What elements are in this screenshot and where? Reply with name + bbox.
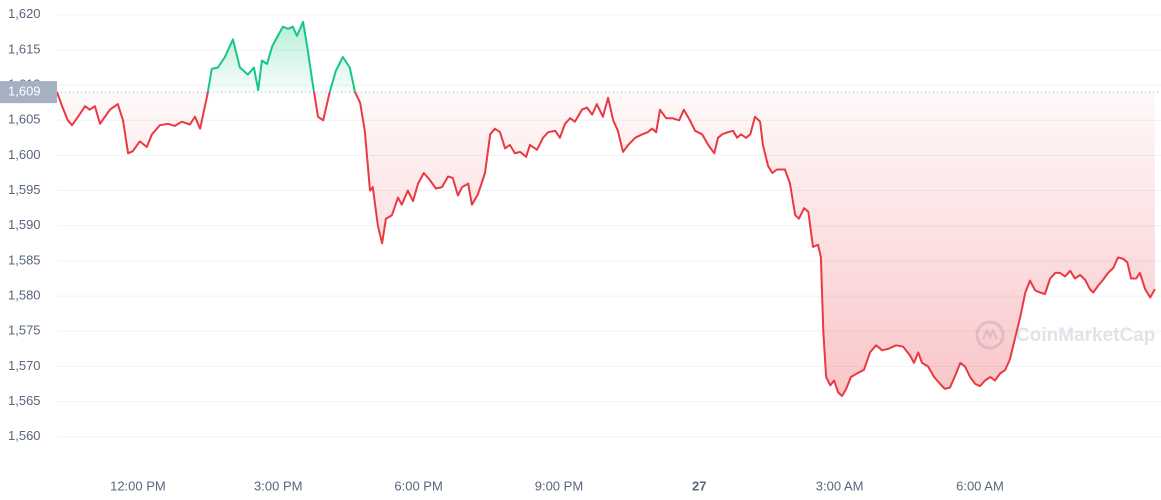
y-tick-label: 1,580: [8, 288, 41, 303]
y-tick-label: 1,605: [8, 112, 41, 127]
x-tick-label: 6:00 PM: [394, 478, 442, 493]
area-fill: [57, 21, 1155, 397]
watermark: CoinMarketCap: [1016, 325, 1155, 346]
baseline-label-box: [0, 81, 57, 104]
x-tick-label: 27: [692, 478, 706, 493]
x-tick-label: 3:00 PM: [254, 478, 302, 493]
baseline-label: 1,609: [8, 84, 41, 99]
y-tick-label: 1,620: [8, 6, 41, 21]
y-tick-label: 1,590: [8, 217, 41, 232]
y-tick-label: 1,565: [8, 393, 41, 408]
y-tick-label: 1,560: [8, 428, 41, 443]
y-tick-label: 1,585: [8, 252, 41, 267]
y-tick-label: 1,575: [8, 323, 41, 338]
x-tick-label: 9:00 PM: [535, 478, 583, 493]
price-line: [56, 20, 1156, 397]
x-tick-label: 12:00 PM: [110, 478, 166, 493]
y-tick-label: 1,570: [8, 358, 41, 373]
x-tick-label: 6:00 AM: [956, 478, 1004, 493]
y-tick-label: 1,615: [8, 41, 41, 56]
x-tick-label: 3:00 AM: [816, 478, 864, 493]
y-tick-label: 1,595: [8, 182, 41, 197]
y-tick-label: 1,600: [8, 147, 41, 162]
